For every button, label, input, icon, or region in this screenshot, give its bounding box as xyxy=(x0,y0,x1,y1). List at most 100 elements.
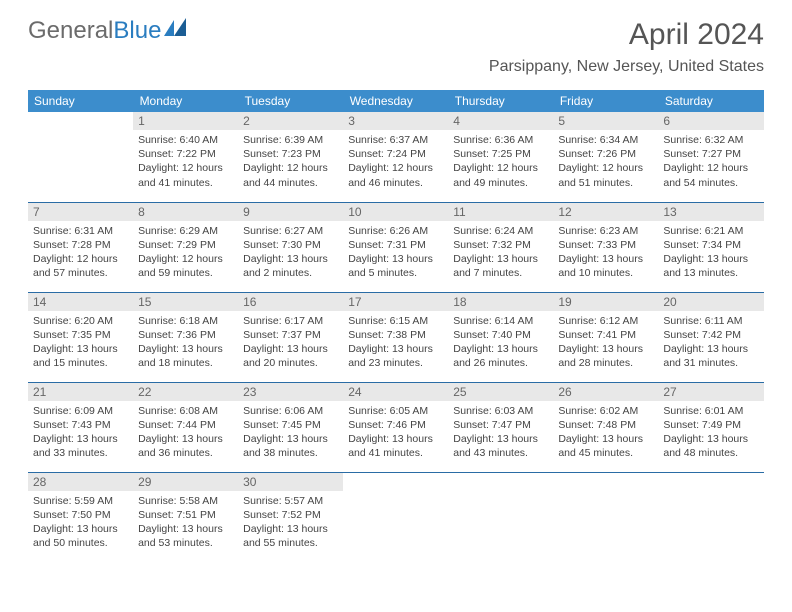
calendar-cell xyxy=(28,112,133,202)
calendar-cell: 14Sunrise: 6:20 AMSunset: 7:35 PMDayligh… xyxy=(28,292,133,382)
sunset-line: Sunset: 7:37 PM xyxy=(243,328,338,342)
sunrise-line: Sunrise: 6:01 AM xyxy=(663,404,758,418)
day-number: 19 xyxy=(553,293,658,311)
cell-body: Sunrise: 6:23 AMSunset: 7:33 PMDaylight:… xyxy=(553,221,658,286)
day-number: 27 xyxy=(658,383,763,401)
day-number: 18 xyxy=(448,293,553,311)
calendar-cell: 4Sunrise: 6:36 AMSunset: 7:25 PMDaylight… xyxy=(448,112,553,202)
sunset-line: Sunset: 7:51 PM xyxy=(138,508,233,522)
daylight-line: Daylight: 13 hours and 7 minutes. xyxy=(453,252,548,280)
daylight-line: Daylight: 12 hours and 59 minutes. xyxy=(138,252,233,280)
calendar-cell: 15Sunrise: 6:18 AMSunset: 7:36 PMDayligh… xyxy=(133,292,238,382)
calendar-cell: 10Sunrise: 6:26 AMSunset: 7:31 PMDayligh… xyxy=(343,202,448,292)
calendar-cell: 13Sunrise: 6:21 AMSunset: 7:34 PMDayligh… xyxy=(658,202,763,292)
day-number: 22 xyxy=(133,383,238,401)
cell-body: Sunrise: 6:15 AMSunset: 7:38 PMDaylight:… xyxy=(343,311,448,376)
cell-body: Sunrise: 6:26 AMSunset: 7:31 PMDaylight:… xyxy=(343,221,448,286)
calendar-cell: 19Sunrise: 6:12 AMSunset: 7:41 PMDayligh… xyxy=(553,292,658,382)
day-number: 8 xyxy=(133,203,238,221)
daylight-line: Daylight: 13 hours and 10 minutes. xyxy=(558,252,653,280)
calendar-head: SundayMondayTuesdayWednesdayThursdayFrid… xyxy=(28,90,764,112)
calendar-cell: 1Sunrise: 6:40 AMSunset: 7:22 PMDaylight… xyxy=(133,112,238,202)
sunset-line: Sunset: 7:46 PM xyxy=(348,418,443,432)
cell-body: Sunrise: 6:29 AMSunset: 7:29 PMDaylight:… xyxy=(133,221,238,286)
sunrise-line: Sunrise: 6:34 AM xyxy=(558,133,653,147)
day-number: 12 xyxy=(553,203,658,221)
day-number: 11 xyxy=(448,203,553,221)
calendar-cell: 26Sunrise: 6:02 AMSunset: 7:48 PMDayligh… xyxy=(553,382,658,472)
cell-body: Sunrise: 6:40 AMSunset: 7:22 PMDaylight:… xyxy=(133,130,238,195)
cell-body: Sunrise: 6:31 AMSunset: 7:28 PMDaylight:… xyxy=(28,221,133,286)
sunrise-line: Sunrise: 6:11 AM xyxy=(663,314,758,328)
calendar-cell: 22Sunrise: 6:08 AMSunset: 7:44 PMDayligh… xyxy=(133,382,238,472)
calendar-cell: 17Sunrise: 6:15 AMSunset: 7:38 PMDayligh… xyxy=(343,292,448,382)
daylight-line: Daylight: 12 hours and 46 minutes. xyxy=(348,161,443,189)
day-number: 21 xyxy=(28,383,133,401)
daylight-line: Daylight: 12 hours and 57 minutes. xyxy=(33,252,128,280)
cell-body: Sunrise: 6:32 AMSunset: 7:27 PMDaylight:… xyxy=(658,130,763,195)
calendar-cell: 12Sunrise: 6:23 AMSunset: 7:33 PMDayligh… xyxy=(553,202,658,292)
day-number: 1 xyxy=(133,112,238,130)
calendar-cell xyxy=(553,472,658,562)
daylight-line: Daylight: 12 hours and 49 minutes. xyxy=(453,161,548,189)
sunset-line: Sunset: 7:27 PM xyxy=(663,147,758,161)
sunrise-line: Sunrise: 6:08 AM xyxy=(138,404,233,418)
calendar-cell xyxy=(448,472,553,562)
calendar-row: 7Sunrise: 6:31 AMSunset: 7:28 PMDaylight… xyxy=(28,202,764,292)
sunset-line: Sunset: 7:35 PM xyxy=(33,328,128,342)
daylight-line: Daylight: 13 hours and 23 minutes. xyxy=(348,342,443,370)
sunset-line: Sunset: 7:28 PM xyxy=(33,238,128,252)
day-header: Wednesday xyxy=(343,90,448,112)
calendar-cell: 29Sunrise: 5:58 AMSunset: 7:51 PMDayligh… xyxy=(133,472,238,562)
calendar-cell xyxy=(343,472,448,562)
daylight-line: Daylight: 13 hours and 55 minutes. xyxy=(243,522,338,550)
calendar-cell: 6Sunrise: 6:32 AMSunset: 7:27 PMDaylight… xyxy=(658,112,763,202)
calendar-row: 14Sunrise: 6:20 AMSunset: 7:35 PMDayligh… xyxy=(28,292,764,382)
calendar-cell: 28Sunrise: 5:59 AMSunset: 7:50 PMDayligh… xyxy=(28,472,133,562)
sunset-line: Sunset: 7:26 PM xyxy=(558,147,653,161)
sunset-line: Sunset: 7:42 PM xyxy=(663,328,758,342)
calendar-cell: 8Sunrise: 6:29 AMSunset: 7:29 PMDaylight… xyxy=(133,202,238,292)
sunset-line: Sunset: 7:36 PM xyxy=(138,328,233,342)
logo-text-blue: Blue xyxy=(113,19,161,43)
day-number: 30 xyxy=(238,473,343,491)
day-number: 24 xyxy=(343,383,448,401)
sunset-line: Sunset: 7:33 PM xyxy=(558,238,653,252)
calendar-cell: 9Sunrise: 6:27 AMSunset: 7:30 PMDaylight… xyxy=(238,202,343,292)
sunrise-line: Sunrise: 6:32 AM xyxy=(663,133,758,147)
day-number: 5 xyxy=(553,112,658,130)
cell-body: Sunrise: 6:24 AMSunset: 7:32 PMDaylight:… xyxy=(448,221,553,286)
day-number: 2 xyxy=(238,112,343,130)
month-title: April 2024 xyxy=(489,18,764,52)
header: GeneralBlue April 2024 Parsippany, New J… xyxy=(0,0,792,82)
calendar-cell: 21Sunrise: 6:09 AMSunset: 7:43 PMDayligh… xyxy=(28,382,133,472)
daylight-line: Daylight: 13 hours and 15 minutes. xyxy=(33,342,128,370)
day-number: 15 xyxy=(133,293,238,311)
calendar: SundayMondayTuesdayWednesdayThursdayFrid… xyxy=(28,90,764,562)
cell-body: Sunrise: 6:02 AMSunset: 7:48 PMDaylight:… xyxy=(553,401,658,466)
sunset-line: Sunset: 7:50 PM xyxy=(33,508,128,522)
daylight-line: Daylight: 13 hours and 53 minutes. xyxy=(138,522,233,550)
cell-body: Sunrise: 5:58 AMSunset: 7:51 PMDaylight:… xyxy=(133,491,238,556)
daylight-line: Daylight: 13 hours and 20 minutes. xyxy=(243,342,338,370)
sunrise-line: Sunrise: 6:26 AM xyxy=(348,224,443,238)
daylight-line: Daylight: 13 hours and 33 minutes. xyxy=(33,432,128,460)
daylight-line: Daylight: 12 hours and 54 minutes. xyxy=(663,161,758,189)
daylight-line: Daylight: 13 hours and 48 minutes. xyxy=(663,432,758,460)
logo: GeneralBlue xyxy=(28,18,192,43)
sunset-line: Sunset: 7:41 PM xyxy=(558,328,653,342)
sunrise-line: Sunrise: 6:14 AM xyxy=(453,314,548,328)
cell-body: Sunrise: 6:11 AMSunset: 7:42 PMDaylight:… xyxy=(658,311,763,376)
sunset-line: Sunset: 7:25 PM xyxy=(453,147,548,161)
cell-body: Sunrise: 6:39 AMSunset: 7:23 PMDaylight:… xyxy=(238,130,343,195)
daylight-line: Daylight: 13 hours and 36 minutes. xyxy=(138,432,233,460)
cell-body: Sunrise: 6:27 AMSunset: 7:30 PMDaylight:… xyxy=(238,221,343,286)
sunrise-line: Sunrise: 6:21 AM xyxy=(663,224,758,238)
day-header: Thursday xyxy=(448,90,553,112)
daylight-line: Daylight: 12 hours and 51 minutes. xyxy=(558,161,653,189)
calendar-cell: 3Sunrise: 6:37 AMSunset: 7:24 PMDaylight… xyxy=(343,112,448,202)
cell-body: Sunrise: 6:37 AMSunset: 7:24 PMDaylight:… xyxy=(343,130,448,195)
sunrise-line: Sunrise: 5:58 AM xyxy=(138,494,233,508)
calendar-cell: 24Sunrise: 6:05 AMSunset: 7:46 PMDayligh… xyxy=(343,382,448,472)
sunrise-line: Sunrise: 6:20 AM xyxy=(33,314,128,328)
